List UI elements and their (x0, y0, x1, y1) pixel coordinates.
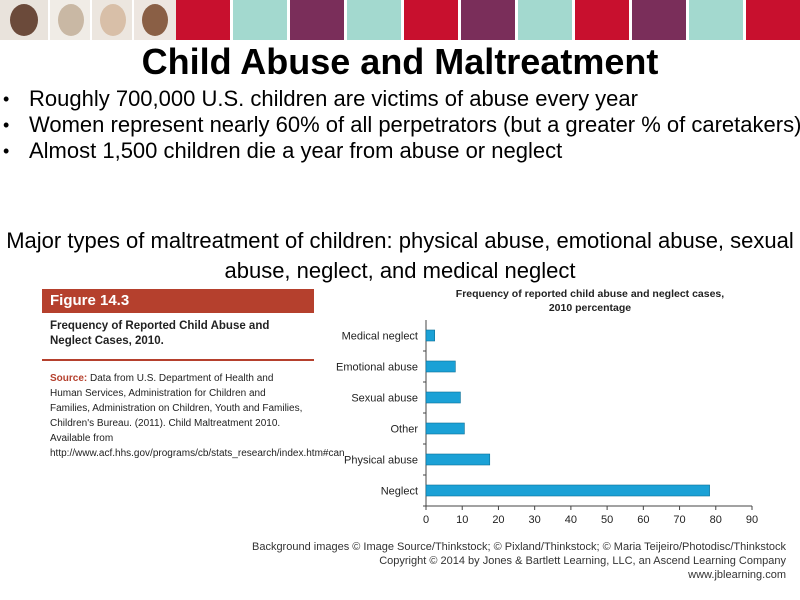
figure-caption: Frequency of Reported Child Abuse and Ne… (42, 313, 314, 361)
bar (425, 391, 461, 404)
category-label: Sexual abuse (351, 393, 418, 405)
x-tick-label: 60 (637, 514, 649, 526)
credit-line-website: www.jblearning.com (688, 569, 786, 581)
maltreatment-types-text: Major types of maltreatment of children:… (6, 228, 794, 283)
x-tick-label: 50 (601, 514, 613, 526)
bullet-item: Almost 1,500 children die a year from ab… (0, 138, 800, 164)
figure-caption-box: Figure 14.3 Frequency of Reported Child … (42, 289, 345, 461)
figure-source-text: Data from U.S. Department of Health and … (50, 373, 345, 459)
banner-color-tile (518, 0, 572, 40)
banner-color-tile (404, 0, 458, 40)
bullet-item: Roughly 700,000 U.S. children are victim… (0, 86, 800, 112)
header-banner (0, 0, 800, 40)
child-photo-3 (92, 0, 132, 40)
credit-line-copyright: Copyright © 2014 by Jones & Bartlett Lea… (379, 555, 786, 567)
banner-color-tile (689, 0, 743, 40)
category-label: Emotional abuse (336, 362, 418, 374)
x-tick-label: 10 (456, 514, 468, 526)
x-tick-label: 30 (529, 514, 541, 526)
banner-color-tile (746, 0, 800, 40)
banner-color-tile (233, 0, 287, 40)
bar (425, 453, 491, 466)
credit-text: Background images © Image Source/Thinkst… (252, 540, 786, 582)
category-label: Neglect (381, 486, 418, 498)
banner-color-tile (290, 0, 344, 40)
category-label: Other (390, 424, 418, 436)
figure-source: Source: Data from U.S. Department of Hea… (42, 361, 345, 461)
banner-color-tile (461, 0, 515, 40)
bullet-item: Women represent nearly 60% of all perpet… (0, 112, 800, 138)
bullet-list: Roughly 700,000 U.S. children are victim… (0, 86, 800, 164)
banner-color-tile (632, 0, 686, 40)
banner-color-tile (347, 0, 401, 40)
slide-title: Child Abuse and Maltreatment (141, 41, 659, 82)
child-photo-4 (134, 0, 176, 40)
x-tick-label: 0 (423, 514, 429, 526)
figure-source-label: Source: (50, 373, 88, 384)
bar (425, 329, 435, 342)
x-tick-label: 90 (746, 514, 758, 526)
figure-label: Figure 14.3 (42, 289, 314, 313)
bar (425, 422, 465, 435)
chart-title: Frequency of reported child abuse and ne… (455, 288, 725, 314)
bar (425, 360, 456, 373)
banner-color-tile (575, 0, 629, 40)
category-label: Medical neglect (342, 331, 418, 343)
x-tick-label: 20 (492, 514, 504, 526)
x-tick-label: 80 (710, 514, 722, 526)
banner-color-tile (176, 0, 230, 40)
child-photo-1 (0, 0, 48, 40)
x-tick-label: 70 (673, 514, 685, 526)
bar (425, 484, 710, 497)
category-label: Physical abuse (344, 455, 418, 467)
bar-chart: Medical neglect Emotional abuse Sexual abu… (336, 320, 758, 526)
child-photo-2 (50, 0, 90, 40)
x-tick-label: 40 (565, 514, 577, 526)
credit-line-images: Background images © Image Source/Thinkst… (251, 541, 786, 553)
